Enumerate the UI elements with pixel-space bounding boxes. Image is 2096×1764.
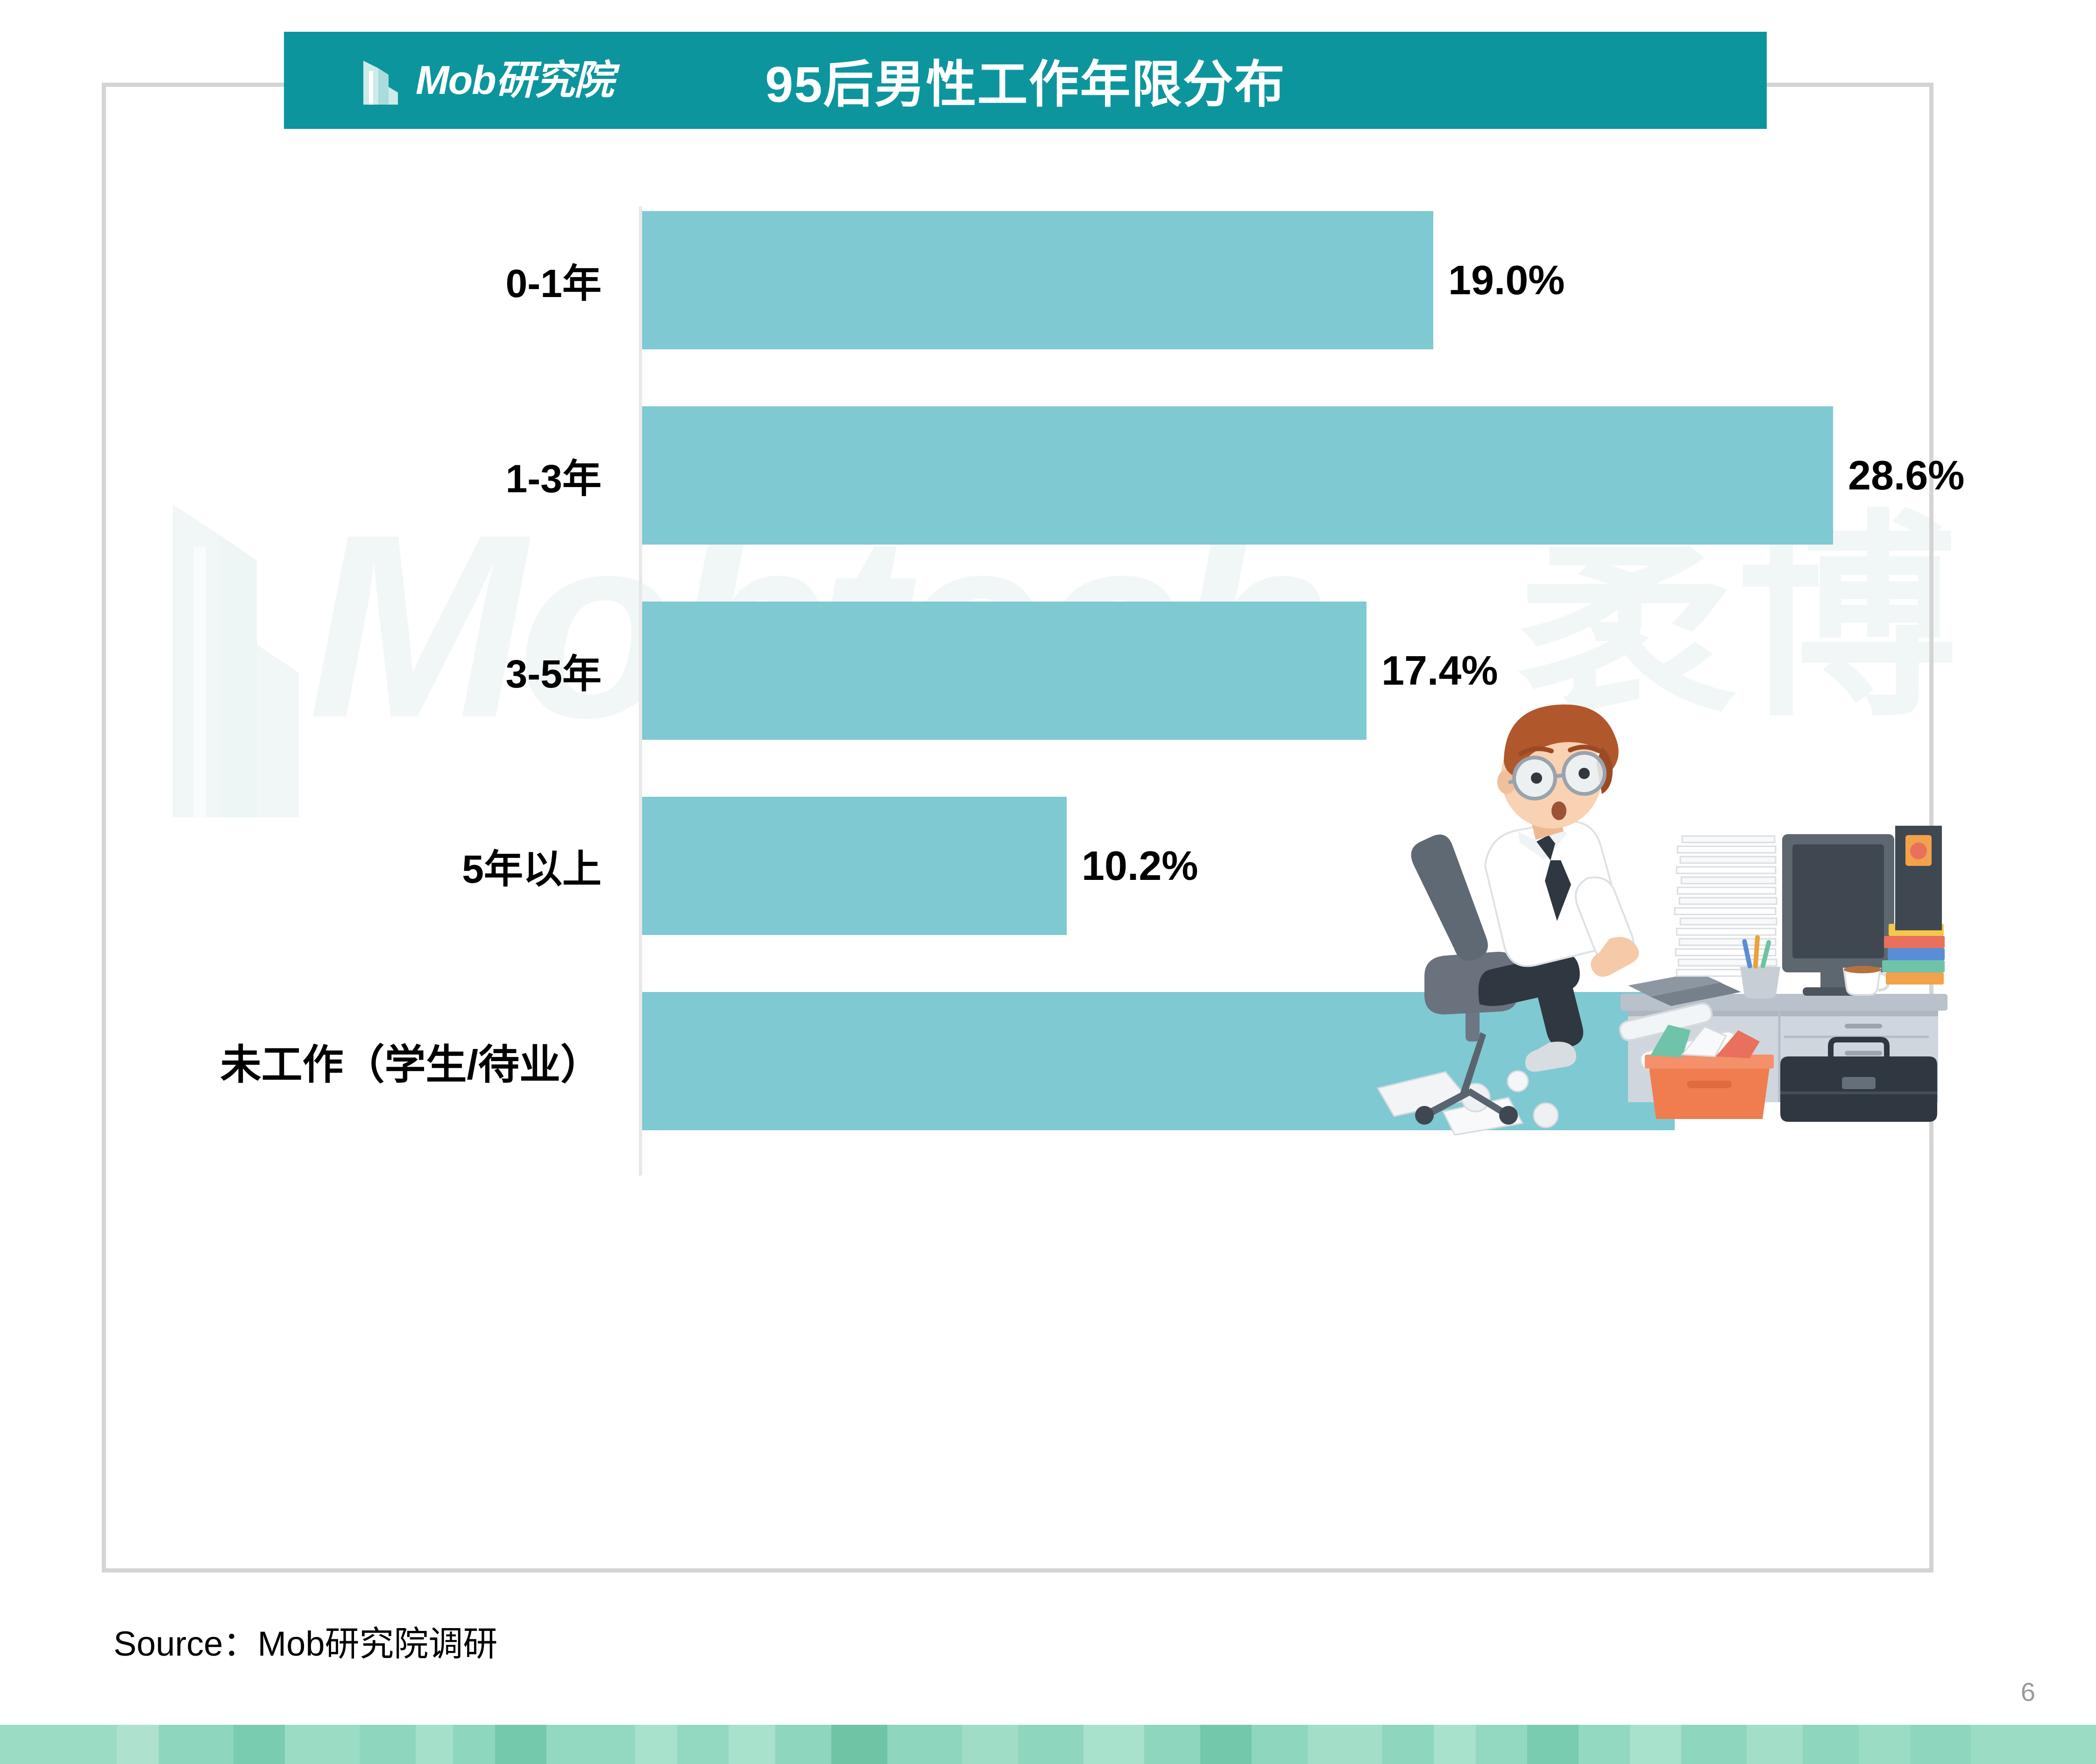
- building-logo-icon: [363, 61, 398, 105]
- chart-bar[interactable]: [642, 406, 1833, 545]
- bar-category-label: 3-5年: [505, 652, 602, 696]
- brand-logo: Mob研究院: [349, 45, 648, 116]
- bar-category-label: 1-3年: [505, 456, 602, 501]
- bar-value-label: 19.0%: [1448, 257, 1565, 303]
- bottom-accent-strip: [0, 1725, 2096, 1764]
- chart-header-bar: 95后男性工作年限分布 Mob研究院: [284, 32, 1767, 129]
- chart-bar-row: 0-1年 19.0%: [102, 211, 1933, 349]
- chart-bar-row: 1-3年 28.6%: [102, 406, 1965, 545]
- bar-category-label: 0-1年: [505, 261, 602, 305]
- source-note: Source：Mob研究院调研: [113, 1624, 498, 1663]
- page-number: 6: [2020, 1677, 2035, 1707]
- chart-bar-row: 3-5年 17.4%: [102, 602, 1933, 740]
- office-worker-illustration: [1368, 677, 1947, 1163]
- chart-bar[interactable]: [642, 797, 1067, 935]
- chart-axis-line: [639, 206, 642, 1176]
- brand-logo-text: Mob研究院: [416, 58, 614, 103]
- bar-value-label: 28.6%: [1848, 452, 1965, 498]
- chart-bar[interactable]: [642, 602, 1367, 740]
- bar-value-label: 17.4%: [1381, 647, 1498, 694]
- chart-bar[interactable]: [642, 211, 1433, 349]
- chart-bar-row: 5年以上 10.2%: [102, 797, 1933, 935]
- page-title: 95后男性工作年限分布: [765, 56, 1286, 113]
- bar-category-label: 5年以上: [462, 847, 602, 891]
- bar-value-label: 10.2%: [1082, 843, 1198, 889]
- bar-category-label: 未工作（学生/待业）: [220, 1041, 602, 1088]
